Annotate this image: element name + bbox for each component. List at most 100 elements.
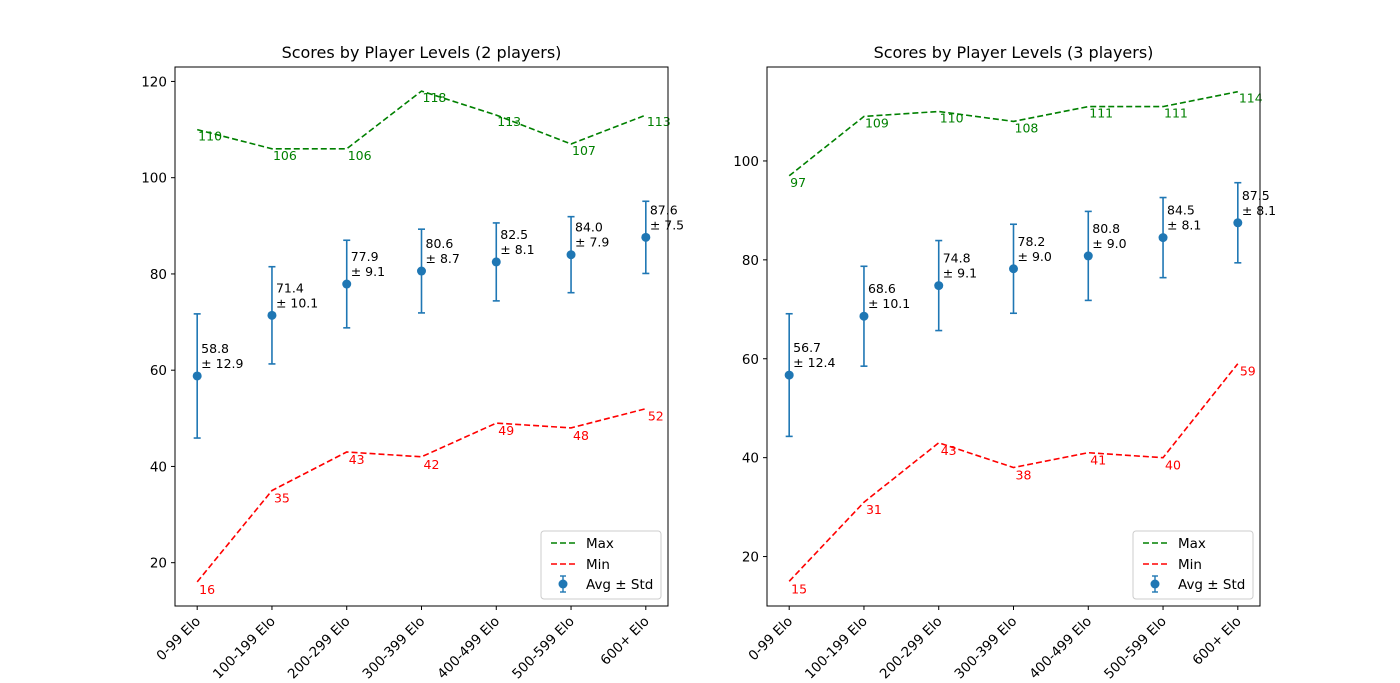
y-tick-label: 40 [150,459,167,475]
max-series-line [197,90,647,150]
x-tick-label: 100-199 Elo [802,614,871,683]
min-value-label: 40 [1165,458,1181,473]
min-series-line [788,363,1239,582]
avg-data-point [491,257,501,267]
min-value-label: 43 [349,452,365,467]
max-value-label: 108 [1015,120,1039,135]
max-value-label: 111 [1164,106,1188,121]
max-series-line [788,90,1238,177]
avg-data-point [784,370,794,380]
avg-data-point [1158,233,1168,243]
y-tick-label: 20 [150,556,167,572]
avg-data-point [1233,218,1243,228]
x-tick-label: 200-299 Elo [285,614,354,683]
y-tick-label: 40 [742,451,759,467]
legend-max-label: Max [1178,536,1206,552]
x-tick-label: 300-399 Elo [952,614,1021,683]
y-tick-label: 80 [150,267,167,283]
min-value-label: 59 [1240,364,1256,379]
avg-std-label: ± 8.1 [500,242,534,257]
avg-std-label: ± 10.1 [276,295,318,310]
x-tick-label: 500-599 Elo [509,614,578,683]
legend-avg-label: Avg ± Std [586,577,653,593]
x-tick-label: 600+ Elo [598,614,653,669]
chart-title: Scores by Player Levels (3 players) [874,43,1154,62]
y-tick-label: 20 [742,550,759,566]
avg-value-label: 71.4 [276,280,304,295]
y-tick-label: 100 [733,154,759,170]
avg-data-point [267,310,277,320]
avg-data-point [192,371,202,381]
avg-value-label: 87.6 [650,202,678,217]
legend-avg-marker [558,579,568,589]
min-value-label: 42 [424,457,440,472]
x-tick-label: 400-499 Elo [1026,614,1095,683]
min-value-label: 49 [498,423,514,438]
min-value-label: 16 [199,582,215,597]
legend-box [1132,530,1254,600]
avg-value-label: 74.8 [943,251,971,266]
legend: Max Min Avg ± Std [1132,530,1254,600]
avg-value-label: 68.6 [868,281,896,296]
avg-value-label: 87.5 [1242,188,1270,203]
legend-box [540,530,662,600]
y-tick-label: 120 [141,74,167,90]
avg-value-label: 58.8 [201,341,229,356]
avg-data-point [566,250,576,260]
legend-min-label: Min [586,557,610,573]
min-series-line [196,407,646,583]
avg-std-label: ± 7.9 [575,235,609,250]
x-tick-label: 100-199 Elo [210,614,279,683]
max-value-label: 113 [647,114,671,129]
avg-std-label: ± 9.0 [1092,236,1126,251]
x-tick-label: 0-99 Elo [153,614,204,665]
avg-data-point [342,279,352,289]
min-value-label: 38 [1016,468,1032,483]
axes-frame [766,66,1261,607]
x-tick-label: 600+ Elo [1190,614,1245,669]
avg-std-label: ± 12.4 [793,355,835,370]
min-value-label: 43 [941,443,957,458]
avg-data-point [1083,251,1093,261]
avg-value-label: 77.9 [351,249,379,264]
y-tick-label: 60 [150,363,167,379]
chart-panel-2: Scores by Player Levels (3 players) 20 40 6… [733,43,1276,682]
avg-std-label: ± 8.1 [1167,218,1201,233]
avg-value-label: 84.5 [1167,203,1195,218]
avg-std-label: ± 9.0 [1018,249,1052,264]
x-tick-label: 400-499 Elo [434,614,503,683]
min-value-label: 41 [1090,453,1106,468]
avg-data-point [934,281,944,291]
x-tick-label: 0-99 Elo [745,614,796,665]
axes-frame [174,66,669,607]
max-value-label: 110 [940,111,964,126]
x-tick-label: 500-599 Elo [1101,614,1170,683]
min-value-label: 15 [791,581,807,596]
avg-std-label: ± 8.1 [1242,203,1276,218]
max-value-label: 106 [348,148,372,163]
max-value-label: 106 [273,148,297,163]
legend-avg-marker [1150,579,1160,589]
min-value-label: 48 [573,428,589,443]
chart-title: Scores by Player Levels (2 players) [282,43,562,62]
avg-data-point [417,266,426,276]
avg-std-label: ± 9.1 [351,264,385,279]
legend-max-label: Max [586,536,614,552]
avg-std-label: ± 12.9 [201,356,243,371]
max-value-label: 97 [790,175,806,190]
avg-value-label: 78.2 [1018,234,1046,249]
max-value-label: 110 [198,129,222,144]
max-value-label: 114 [1239,91,1263,106]
legend-min-label: Min [1178,557,1202,573]
avg-value-label: 56.7 [793,340,821,355]
avg-std-label: ± 9.1 [943,266,977,281]
avg-value-label: 84.0 [575,220,603,235]
avg-value-label: 82.5 [500,227,528,242]
avg-data-point [641,232,651,242]
avg-data-point [859,311,869,321]
y-tick-label: 100 [141,171,167,187]
y-tick-label: 60 [742,352,759,368]
min-value-label: 35 [274,491,290,506]
avg-std-label: ± 8.7 [426,251,460,266]
legend: Max Min Avg ± Std [540,530,662,600]
